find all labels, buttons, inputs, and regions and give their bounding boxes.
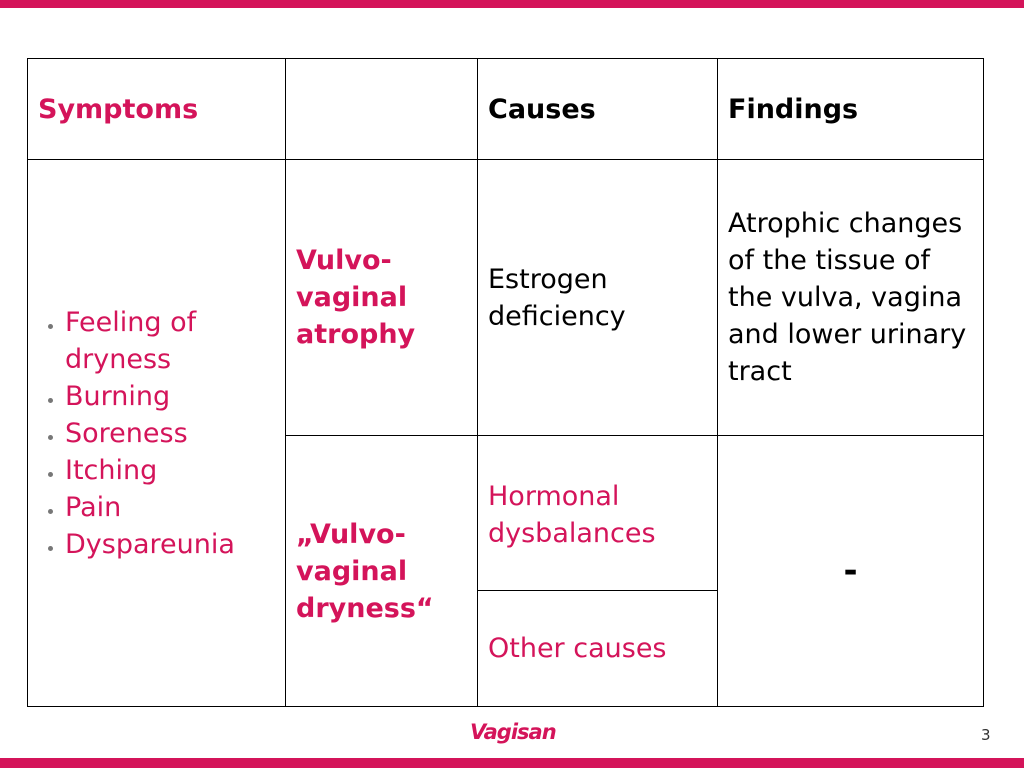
- header-cell: Symptoms: [27, 58, 286, 160]
- symptom-item: Dyspareunia: [65, 526, 281, 563]
- cause-text: Other causes: [488, 633, 667, 664]
- symptom-item: Pain: [65, 489, 281, 526]
- logo: Vagisan: [470, 720, 557, 744]
- symptom-item: Itching: [65, 452, 281, 489]
- page-number-text: 3: [981, 726, 991, 744]
- finding-cell: -: [717, 435, 984, 707]
- condition-name: Vulvo-vaginal atrophy: [296, 245, 416, 350]
- page-number: 3: [981, 726, 991, 744]
- cause-cell: Other causes: [477, 590, 718, 707]
- symptom-item: Soreness: [65, 415, 281, 452]
- header-cell: [285, 58, 478, 160]
- symptom-list: Feeling of drynessBurningSorenessItching…: [32, 304, 281, 563]
- header-text: Symptoms: [38, 93, 199, 125]
- cause-text: Estrogen deficiency: [488, 263, 626, 332]
- finding-text: Atrophic changes of the tissue of the vu…: [728, 208, 967, 387]
- header-text: Findings: [728, 93, 859, 125]
- finding-cell: Atrophic changes of the tissue of the vu…: [717, 159, 984, 436]
- finding-text: -: [843, 550, 858, 591]
- header-cell: Findings: [717, 58, 984, 160]
- top-bar: [0, 0, 1024, 8]
- header-text: Causes: [488, 93, 596, 125]
- condition-name: „Vulvo-vaginal dryness“: [296, 518, 434, 624]
- condition-cell: „Vulvo-vaginal dryness“: [285, 435, 478, 707]
- cause-cell: Estrogen deficiency: [477, 159, 718, 436]
- logo-text: Vagisan: [470, 720, 557, 744]
- symptom-item: Burning: [65, 378, 281, 415]
- symptoms-cell: Feeling of drynessBurningSorenessItching…: [27, 159, 286, 707]
- cause-text: Hormonal dysbalances: [488, 481, 656, 549]
- header-cell: Causes: [477, 58, 718, 160]
- symptom-item: Feeling of dryness: [65, 304, 281, 378]
- cause-cell: Hormonal dysbalances: [477, 435, 718, 591]
- condition-cell: Vulvo-vaginal atrophy: [285, 159, 478, 436]
- bottom-bar: [0, 758, 1024, 768]
